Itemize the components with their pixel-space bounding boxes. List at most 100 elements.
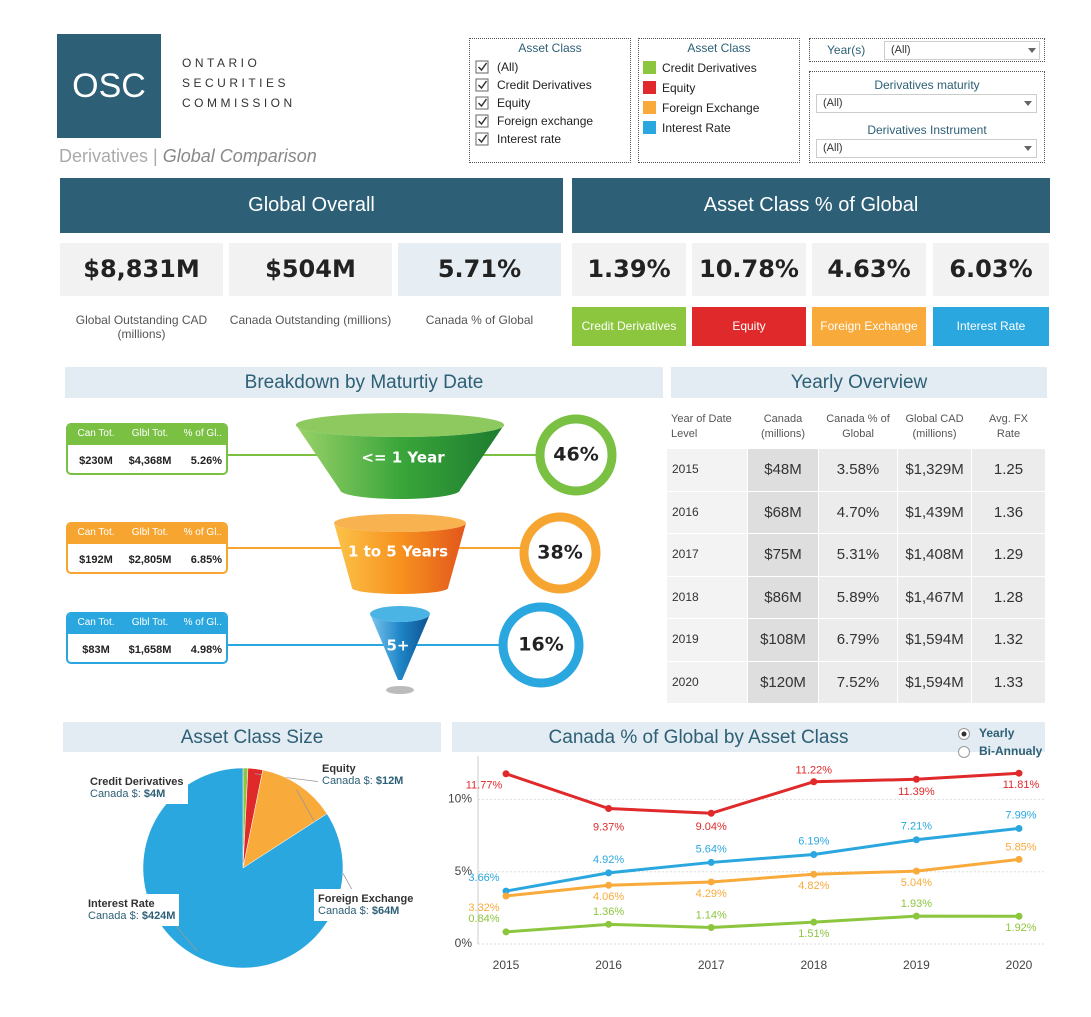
cell: 7.52%	[819, 661, 897, 703]
point	[810, 850, 818, 858]
cell: $68M	[748, 491, 818, 533]
cell: 5.31%	[819, 534, 897, 576]
value-label: 4.92%	[593, 854, 624, 866]
point	[707, 809, 715, 817]
radio-label[interactable]: Bi-Annualy	[979, 744, 1043, 758]
value-label: 1.92%	[1005, 922, 1036, 934]
column-header: Glbl Tot.	[131, 527, 169, 538]
org-line: ONTARIO	[182, 56, 261, 70]
funnel-shadow	[386, 686, 414, 694]
section-title: Yearly Overview	[671, 367, 1047, 398]
point	[502, 887, 510, 895]
kpi-value: $8,831M	[60, 243, 223, 296]
value-label: 1.93%	[901, 898, 932, 910]
column-header: Can Tot.	[77, 617, 115, 628]
maturity-dropdown[interactable]: (All)	[816, 94, 1037, 113]
series-line	[505, 857, 1020, 898]
cell: $2,805M	[128, 554, 172, 566]
kpi-value: 6.03%	[933, 243, 1049, 296]
leader-line	[174, 924, 198, 952]
value-label: $4M	[143, 788, 166, 800]
checklist-item[interactable]: Credit Derivatives	[497, 78, 592, 92]
share-value: 16%	[518, 634, 563, 656]
value-label: 0.84%	[468, 913, 499, 925]
pie-category: Interest Rate	[88, 898, 155, 910]
cell: $1,467M	[898, 576, 971, 618]
share-ring	[535, 414, 617, 496]
column-header: Glbl Tot.	[131, 428, 169, 439]
cell: $1,439M	[898, 491, 971, 533]
checklist-item[interactable]: (All)	[497, 60, 519, 74]
value-label: 1.51%	[798, 928, 829, 940]
funnel-top	[334, 514, 466, 532]
cell: $75M	[748, 534, 818, 576]
column-header: % of Gl..	[183, 527, 222, 538]
asset-class-tag: Interest Rate	[933, 307, 1049, 346]
column-header: Avg. FX Rate	[989, 413, 1028, 440]
cell: $120M	[748, 661, 818, 703]
column-header: Can Tot.	[77, 428, 115, 439]
maturity-table: Can Tot. Glbl Tot. % of Gl.. $230M $4,368M 5.…	[66, 423, 228, 475]
pie-slice	[242, 767, 249, 869]
legend-label: Equity	[662, 81, 696, 95]
legend-label: Interest Rate	[662, 121, 731, 135]
instrument-dropdown[interactable]: (All)	[816, 139, 1037, 158]
checklist-item[interactable]: Foreign exchange	[497, 114, 594, 128]
value-label: $64M	[371, 905, 400, 917]
cell: 2015	[667, 449, 747, 491]
legend-label: Foreign Exchange	[662, 101, 760, 115]
cell: $230M	[79, 455, 113, 467]
cell: $48M	[748, 449, 818, 491]
cell: 4.98%	[190, 644, 222, 656]
pie-value-line: Canada $: $424M	[88, 910, 175, 922]
cell: 5.26%	[190, 455, 222, 467]
cell: 2019	[667, 619, 747, 661]
pie-label: Foreign Exchange Canada $: $64M	[314, 889, 418, 921]
value-caption: Canada $:	[318, 905, 369, 917]
y-tick-label: 10%	[448, 792, 472, 806]
page-title: Derivatives | Global Comparison	[59, 146, 317, 167]
year-filter-label: Year(s)	[827, 43, 866, 57]
instrument-filter-label: Derivatives Instrument	[867, 123, 987, 137]
leader-line	[189, 772, 246, 796]
value-label: 4.29%	[696, 888, 727, 900]
checklist-item[interactable]: Equity	[497, 96, 531, 110]
legend-box	[638, 38, 800, 163]
maturity-filter-label: Derivatives maturity	[874, 78, 980, 92]
cell: 1.32	[972, 619, 1045, 661]
value-label: 3.32%	[468, 902, 499, 914]
value-caption: Canada $:	[90, 788, 141, 800]
logo: OSC	[57, 34, 161, 138]
value-label: 11.39%	[898, 786, 935, 798]
separator: |	[153, 146, 158, 166]
point	[810, 918, 818, 926]
year-dropdown[interactable]: (All)	[884, 41, 1040, 60]
checklist-item[interactable]: Interest rate	[497, 132, 562, 146]
value-label: $424M	[141, 910, 176, 922]
asset-class-tag: Credit Derivatives	[572, 307, 686, 346]
kpi-value: 4.63%	[812, 243, 926, 296]
value-label: 5.85%	[1005, 841, 1036, 853]
series-line	[505, 914, 1020, 934]
point	[605, 869, 613, 877]
point	[1015, 855, 1023, 863]
share-value: 46%	[553, 444, 598, 466]
kpi-label: Canada % of Global	[425, 313, 534, 327]
point	[912, 836, 920, 844]
pie-label: Credit Derivatives Canada $: $4M	[86, 772, 188, 804]
pie-slice	[242, 769, 328, 869]
point	[605, 804, 613, 812]
cell: $1,658M	[128, 644, 172, 656]
pie-category: Credit Derivatives	[90, 776, 184, 788]
cell: 6.85%	[190, 554, 222, 566]
value-label: 4.06%	[593, 891, 624, 903]
point	[810, 778, 818, 786]
kpi-value: 1.39%	[572, 243, 686, 296]
pie-value-line: Canada $: $12M	[322, 775, 403, 787]
cell: 5.89%	[819, 576, 897, 618]
radio-label[interactable]: Yearly	[979, 726, 1015, 740]
kpi-value: 5.71%	[398, 243, 561, 296]
funnel	[334, 523, 466, 594]
section-title: Canada % of Global by Asset Class	[452, 722, 1045, 752]
point	[707, 924, 715, 932]
